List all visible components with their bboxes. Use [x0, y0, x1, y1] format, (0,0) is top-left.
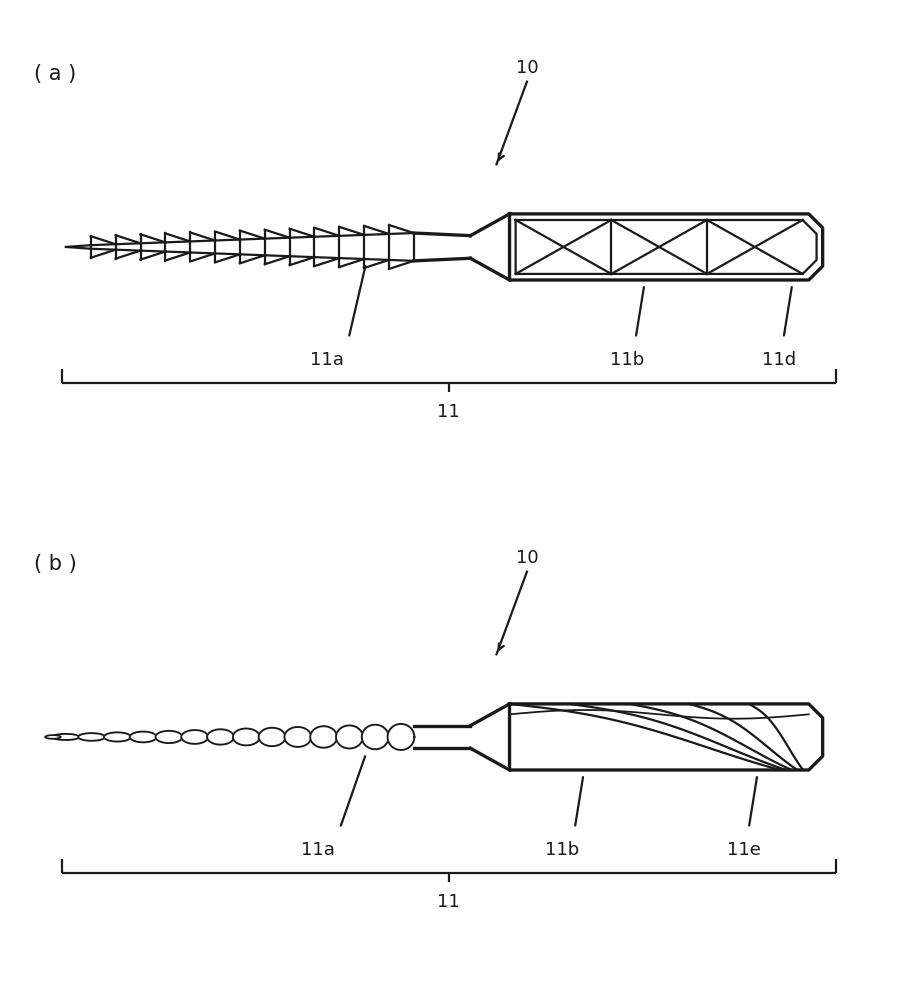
Text: 11: 11 — [438, 893, 460, 911]
Text: 11: 11 — [438, 403, 460, 421]
Polygon shape — [284, 727, 312, 747]
Polygon shape — [310, 726, 337, 748]
Polygon shape — [181, 730, 208, 744]
Polygon shape — [258, 728, 285, 746]
Polygon shape — [156, 731, 182, 743]
Text: 11e: 11e — [728, 841, 761, 859]
Text: 11b: 11b — [610, 351, 644, 369]
Polygon shape — [78, 733, 105, 741]
Polygon shape — [388, 724, 414, 750]
Polygon shape — [336, 725, 362, 748]
Polygon shape — [53, 734, 79, 740]
Ellipse shape — [45, 735, 61, 739]
Polygon shape — [104, 732, 130, 742]
Text: 11b: 11b — [545, 841, 579, 859]
Polygon shape — [130, 732, 157, 742]
Text: 11a: 11a — [310, 351, 343, 369]
Text: 11d: 11d — [762, 351, 796, 369]
Text: 10: 10 — [516, 549, 538, 567]
Polygon shape — [361, 725, 389, 749]
Text: 10: 10 — [516, 59, 538, 77]
Polygon shape — [233, 729, 260, 745]
Text: 11a: 11a — [302, 841, 335, 859]
Polygon shape — [207, 729, 234, 745]
Text: ( b ): ( b ) — [34, 554, 76, 574]
Text: ( a ): ( a ) — [34, 64, 76, 84]
